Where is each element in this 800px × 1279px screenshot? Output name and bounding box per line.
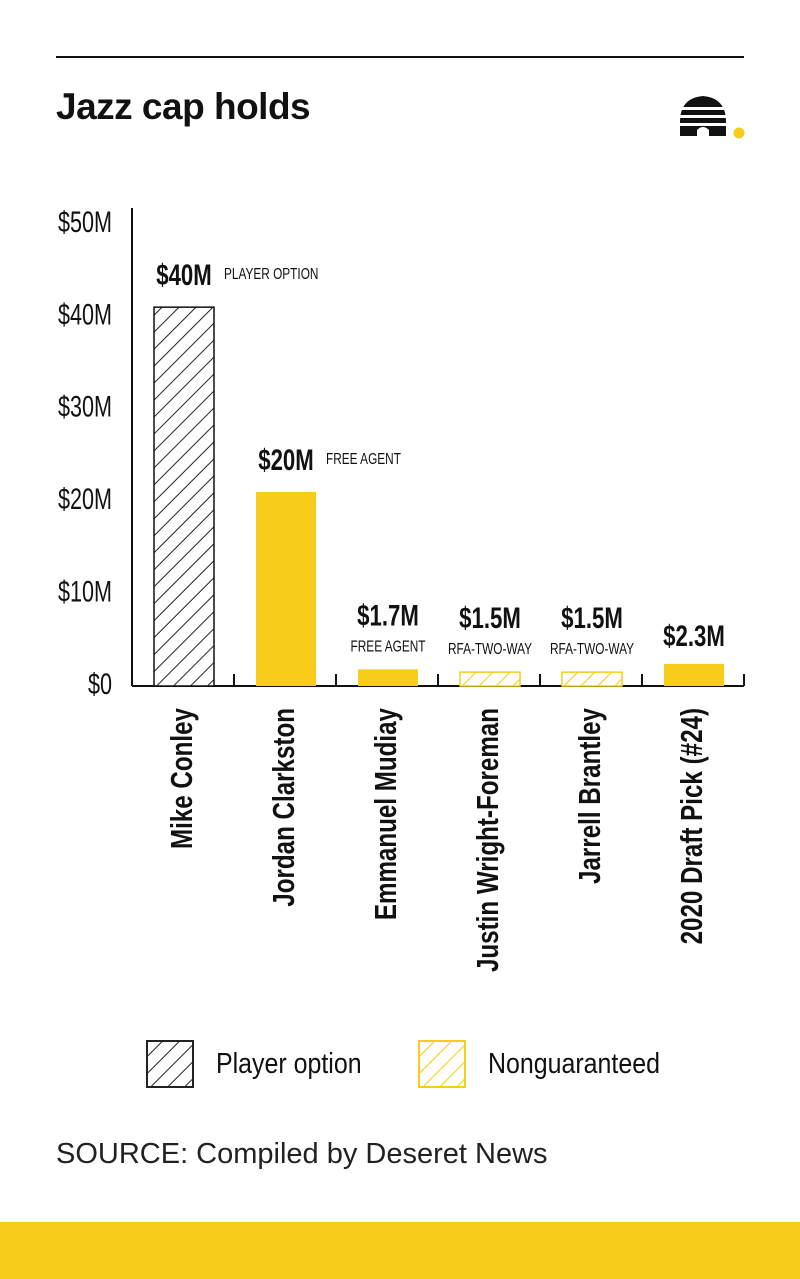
data-label-1: $20M bbox=[258, 443, 314, 477]
legend-item-nonguaranteed: Nonguaranteed bbox=[418, 1040, 688, 1088]
y-tick-label-0: $0 bbox=[88, 666, 112, 700]
top-rule bbox=[56, 56, 744, 58]
legend-swatch-nonguaranteed bbox=[418, 1040, 466, 1088]
bar-5 bbox=[664, 663, 724, 686]
x-tick-label-0: Mike Conley bbox=[164, 708, 199, 849]
data-label-5: $2.3M bbox=[663, 619, 725, 653]
legend-label-nonguaranteed: Nonguaranteed bbox=[488, 1047, 660, 1080]
y-tick-label-3: $30M bbox=[58, 389, 112, 423]
x-tick-label-1: Jordan Clarkston bbox=[266, 708, 301, 907]
status-label-2: FREE AGENT bbox=[351, 637, 426, 655]
source-note: SOURCE: Compiled by Deseret News bbox=[56, 1138, 548, 1170]
bar-0 bbox=[153, 306, 215, 687]
legend: Player option Nonguaranteed bbox=[0, 1040, 800, 1090]
bar-4 bbox=[561, 671, 623, 687]
y-tick-label-2: $20M bbox=[58, 482, 112, 516]
x-tick-label-4: Jarrell Brantley bbox=[572, 708, 607, 884]
beehive-icon bbox=[676, 96, 745, 139]
bar-chart: $0 $10M $20M $30M $40M $50M $40M PLAYER OPTION M… bbox=[58, 204, 745, 972]
x-tick-label-3: Justin Wright-Foreman bbox=[470, 708, 505, 972]
status-label-4: RFA-TWO-WAY bbox=[550, 639, 635, 657]
data-label-3: $1.5M bbox=[459, 601, 521, 635]
data-label-4: $1.5M bbox=[561, 601, 623, 635]
legend-item-player-option: Player option bbox=[146, 1040, 385, 1088]
page-title: Jazz cap holds bbox=[56, 86, 311, 127]
y-tick-label-1: $10M bbox=[58, 574, 112, 608]
x-tick-label-5: 2020 Draft Pick (#24) bbox=[674, 708, 709, 944]
status-label-3: RFA-TWO-WAY bbox=[448, 639, 533, 657]
legend-label-player-option: Player option bbox=[216, 1047, 362, 1080]
status-label-0: PLAYER OPTION bbox=[224, 264, 318, 282]
bar-2 bbox=[358, 669, 418, 686]
bar-1 bbox=[256, 491, 316, 686]
y-tick-label-5: $50M bbox=[58, 204, 112, 238]
legend-swatch-player-option bbox=[146, 1040, 194, 1088]
y-tick-label-4: $40M bbox=[58, 297, 112, 331]
data-label-0: $40M bbox=[156, 258, 212, 292]
bar-3 bbox=[459, 671, 521, 687]
data-label-2: $1.7M bbox=[357, 598, 419, 632]
status-label-1: FREE AGENT bbox=[326, 449, 401, 467]
footer-bar bbox=[0, 1222, 800, 1279]
x-tick-label-2: Emmanuel Mudiay bbox=[368, 708, 403, 921]
